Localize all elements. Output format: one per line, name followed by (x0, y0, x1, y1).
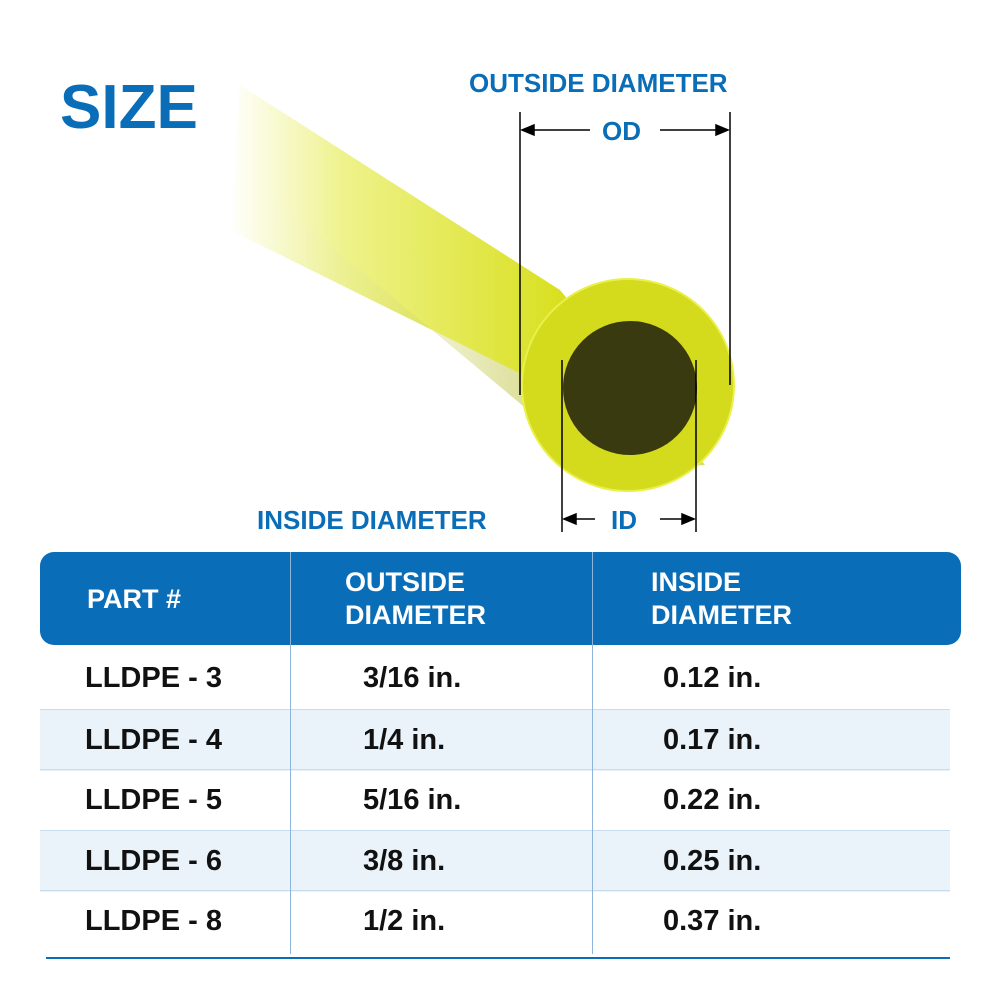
table-bottom-rule (46, 957, 950, 959)
cell-od: 1/2 in. (363, 905, 446, 937)
cell-id: 0.22 in. (663, 784, 762, 816)
tube-diagram (230, 85, 735, 532)
outside-diameter-label: OUTSIDE DIAMETER (469, 68, 728, 98)
table-row: LLDPE - 8 1/2 in. 0.37 in. (40, 890, 950, 952)
cell-od: 3/8 in. (363, 844, 446, 877)
column-divider (592, 552, 593, 954)
cell-od: 5/16 in. (363, 784, 462, 816)
table-row: LLDPE - 5 5/16 in. 0.22 in. (40, 769, 950, 831)
header-inside-diameter: INSIDE DIAMETER (651, 567, 792, 630)
cell-od: 3/16 in. (363, 662, 462, 694)
cell-part: LLDPE - 3 (85, 662, 222, 694)
cell-id: 0.37 in. (663, 905, 762, 937)
cell-part: LLDPE - 5 (85, 784, 222, 816)
column-divider (290, 552, 291, 954)
od-label: OD (602, 116, 641, 146)
inside-diameter-label: INSIDE DIAMETER (257, 505, 487, 535)
table-row: LLDPE - 3 3/16 in. 0.12 in. (40, 648, 950, 709)
header-part: PART # (87, 584, 182, 614)
page-title: SIZE (60, 73, 198, 142)
tube-inner-bore (563, 321, 697, 455)
cell-id: 0.17 in. (663, 723, 762, 756)
cell-part: LLDPE - 6 (85, 844, 222, 877)
table-header: PART # OUTSIDE DIAMETER INSIDE DIAMETER (40, 552, 961, 645)
cell-id: 0.12 in. (663, 662, 762, 694)
table-row: LLDPE - 6 3/8 in. 0.25 in. (40, 829, 950, 892)
id-label: ID (611, 505, 637, 535)
cell-id: 0.25 in. (663, 844, 762, 877)
header-outside-diameter: OUTSIDE DIAMETER (345, 567, 486, 630)
cell-part: LLDPE - 4 (85, 723, 222, 756)
cell-part: LLDPE - 8 (85, 905, 222, 937)
table-row: LLDPE - 4 1/4 in. 0.17 in. (40, 708, 950, 771)
cell-od: 1/4 in. (363, 723, 446, 756)
